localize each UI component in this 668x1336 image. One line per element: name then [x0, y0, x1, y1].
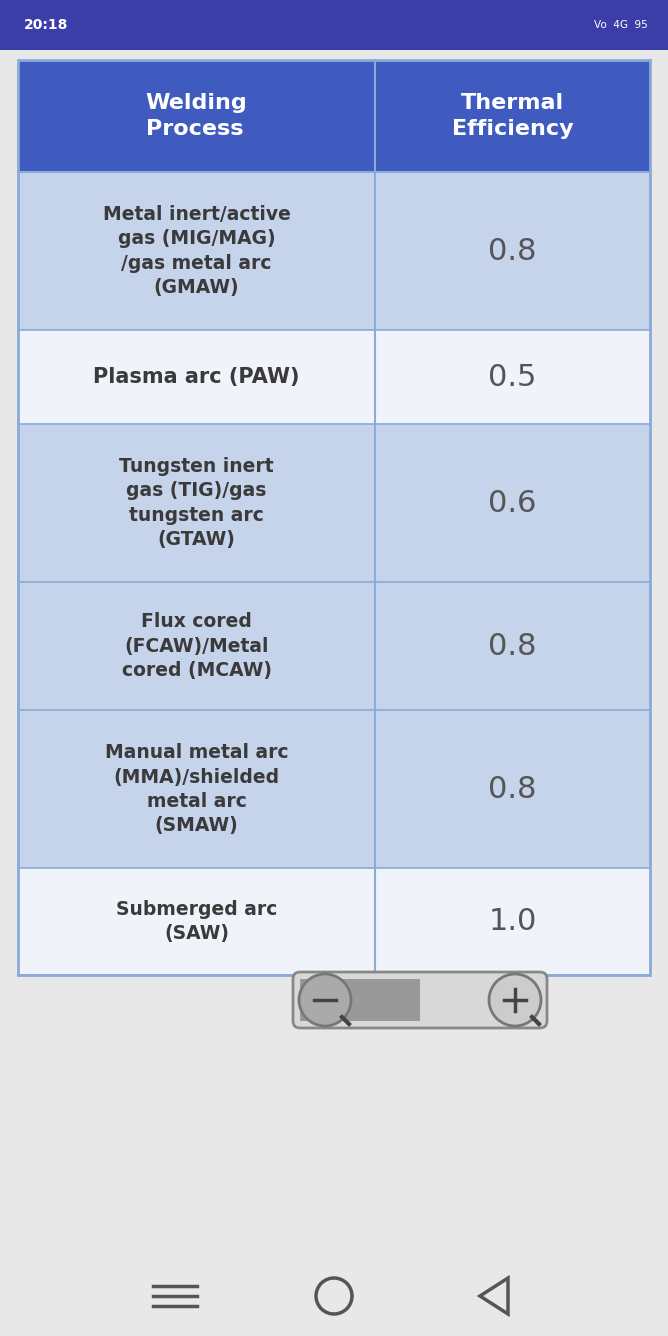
FancyBboxPatch shape	[18, 60, 650, 172]
Text: Metal inert/active
gas (MIG/MAG)
/gas metal arc
(GMAW): Metal inert/active gas (MIG/MAG) /gas me…	[103, 206, 291, 297]
FancyBboxPatch shape	[300, 979, 420, 1021]
Text: 0.8: 0.8	[488, 236, 537, 266]
Text: Submerged arc
(SAW): Submerged arc (SAW)	[116, 900, 277, 943]
Text: Flux cored
(FCAW)/Metal
cored (MCAW): Flux cored (FCAW)/Metal cored (MCAW)	[122, 612, 271, 680]
FancyBboxPatch shape	[0, 1256, 668, 1336]
FancyBboxPatch shape	[18, 172, 650, 330]
Text: 20:18: 20:18	[24, 17, 68, 32]
Text: Plasma arc (PAW): Plasma arc (PAW)	[94, 367, 300, 387]
FancyBboxPatch shape	[18, 330, 650, 424]
FancyBboxPatch shape	[18, 711, 650, 868]
Text: 0.5: 0.5	[488, 362, 536, 391]
FancyBboxPatch shape	[0, 0, 668, 49]
Circle shape	[299, 974, 351, 1026]
Text: Vo  4G  95: Vo 4G 95	[595, 20, 648, 29]
FancyBboxPatch shape	[18, 582, 650, 711]
Text: Tungsten inert
gas (TIG)/gas
tungsten arc
(GTAW): Tungsten inert gas (TIG)/gas tungsten ar…	[119, 457, 274, 549]
FancyBboxPatch shape	[18, 868, 650, 975]
Circle shape	[489, 974, 541, 1026]
FancyBboxPatch shape	[18, 60, 650, 975]
Text: 0.6: 0.6	[488, 489, 536, 517]
Text: Welding
Process: Welding Process	[146, 92, 247, 139]
Text: Thermal
Efficiency: Thermal Efficiency	[452, 92, 573, 139]
Text: 1.0: 1.0	[488, 907, 536, 937]
FancyBboxPatch shape	[293, 973, 547, 1027]
FancyBboxPatch shape	[18, 424, 650, 582]
Text: 0.8: 0.8	[488, 775, 537, 804]
Text: 0.8: 0.8	[488, 632, 537, 660]
Text: Manual metal arc
(MMA)/shielded
metal arc
(SMAW): Manual metal arc (MMA)/shielded metal ar…	[105, 743, 289, 835]
